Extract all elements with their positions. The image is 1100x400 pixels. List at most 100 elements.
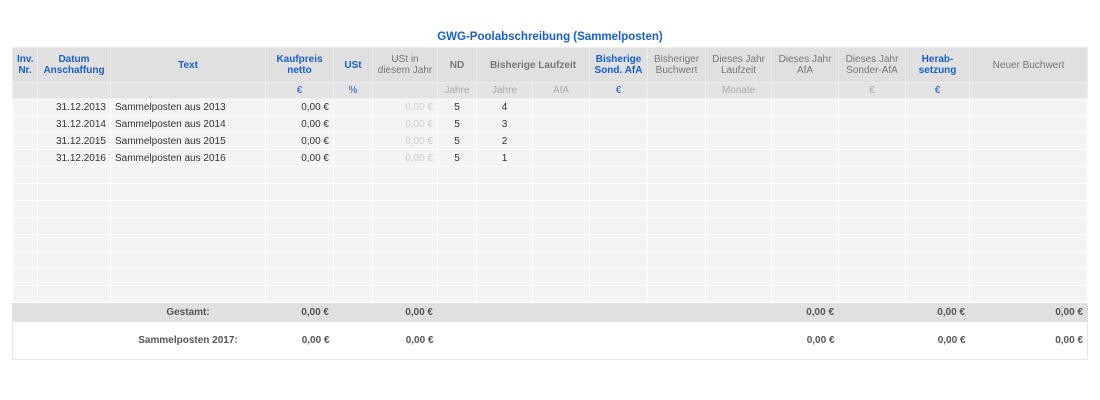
cell[interactable] [969,115,1089,133]
cell-ust_jahr[interactable]: 0,00 € [372,132,438,150]
cell[interactable] [12,285,38,303]
cell[interactable] [771,234,840,252]
cell-nd[interactable]: 5 [437,149,477,167]
cell-ust_jahr[interactable] [372,217,438,235]
cell-laufzeit[interactable] [476,251,533,269]
cell[interactable] [771,217,840,235]
cell-datum[interactable]: 31.12.2015 [37,132,111,150]
cell[interactable] [647,251,707,269]
cell-nd[interactable] [437,183,477,201]
cell-ust_jahr[interactable] [372,166,438,184]
cell-laufzeit[interactable]: 2 [476,132,533,150]
cell[interactable] [905,115,971,133]
cell-datum[interactable]: 31.12.2014 [37,115,111,133]
cell-nd[interactable] [437,200,477,218]
cell[interactable] [333,115,373,133]
cell[interactable] [705,234,773,252]
cell-kaufpreis[interactable]: 0,00 € [265,149,334,167]
cell[interactable] [905,200,971,218]
cell[interactable] [771,132,840,150]
cell-kaufpreis[interactable] [265,268,334,286]
cell-laufzeit[interactable]: 1 [476,149,533,167]
cell-datum[interactable]: 31.12.2013 [37,98,111,116]
cell[interactable] [705,217,773,235]
cell[interactable] [333,251,373,269]
cell[interactable] [589,217,649,235]
cell-datum[interactable] [37,234,111,252]
cell[interactable] [12,183,38,201]
cell[interactable] [705,149,773,167]
cell-ust_jahr[interactable]: 0,00 € [372,115,438,133]
cell[interactable] [589,98,649,116]
cell[interactable] [589,200,649,218]
cell[interactable] [333,217,373,235]
cell-nd[interactable] [437,234,477,252]
cell-text[interactable]: Sammelposten aus 2016 [110,149,266,167]
cell-kaufpreis[interactable] [265,251,334,269]
cell-laufzeit[interactable] [476,200,533,218]
cell-laufzeit[interactable] [476,268,533,286]
cell-text[interactable] [110,268,266,286]
col-herab[interactable]: Herab-setzung [905,47,971,83]
cell[interactable] [969,285,1089,303]
cell-ust_jahr[interactable]: 0,00 € [372,98,438,116]
cell[interactable] [705,166,773,184]
cell-nd[interactable]: 5 [437,132,477,150]
col-nd[interactable]: ND [437,47,477,83]
cell[interactable] [969,200,1089,218]
cell[interactable] [531,166,591,184]
cell[interactable] [647,234,707,252]
cell[interactable] [12,200,38,218]
cell[interactable] [333,183,373,201]
cell[interactable] [12,149,38,167]
cell[interactable] [771,285,840,303]
cell-datum[interactable] [37,200,111,218]
cell[interactable] [838,183,907,201]
cell[interactable] [333,98,373,116]
cell-ust_jahr[interactable] [372,234,438,252]
cell-laufzeit[interactable]: 4 [476,98,533,116]
cell-kaufpreis[interactable] [265,200,334,218]
cell[interactable] [647,268,707,286]
col-buchwert[interactable]: Bisheriger Buchwert [647,47,707,83]
cell[interactable] [333,268,373,286]
cell-nd[interactable] [437,166,477,184]
col-sond-afa[interactable]: Bisherige Sond. AfA [589,47,649,83]
cell[interactable] [531,115,591,133]
cell-datum[interactable] [37,217,111,235]
cell[interactable] [589,149,649,167]
cell[interactable] [531,268,591,286]
cell[interactable] [333,166,373,184]
cell[interactable] [838,200,907,218]
cell-text[interactable] [110,217,266,235]
cell[interactable] [647,285,707,303]
cell[interactable] [771,183,840,201]
cell[interactable] [969,268,1089,286]
cell-datum[interactable]: 31.12.2016 [37,149,111,167]
cell[interactable] [969,251,1089,269]
cell[interactable] [647,200,707,218]
cell[interactable] [531,183,591,201]
cell-text[interactable]: Sammelposten aus 2014 [110,115,266,133]
cell-nd[interactable] [437,217,477,235]
cell-text[interactable] [110,251,266,269]
cell[interactable] [333,149,373,167]
cell[interactable] [12,166,38,184]
cell-kaufpreis[interactable] [265,234,334,252]
cell-laufzeit[interactable] [476,183,533,201]
cell[interactable] [705,98,773,116]
cell[interactable] [589,183,649,201]
cell[interactable] [838,285,907,303]
cell[interactable] [647,166,707,184]
cell[interactable] [905,285,971,303]
cell[interactable] [969,166,1089,184]
cell[interactable] [647,183,707,201]
cell[interactable] [905,132,971,150]
cell[interactable] [333,132,373,150]
cell[interactable] [705,200,773,218]
cell-ust_jahr[interactable] [372,251,438,269]
cell-text[interactable]: Sammelposten aus 2013 [110,98,266,116]
cell[interactable] [333,200,373,218]
cell[interactable] [531,149,591,167]
cell-datum[interactable] [37,285,111,303]
